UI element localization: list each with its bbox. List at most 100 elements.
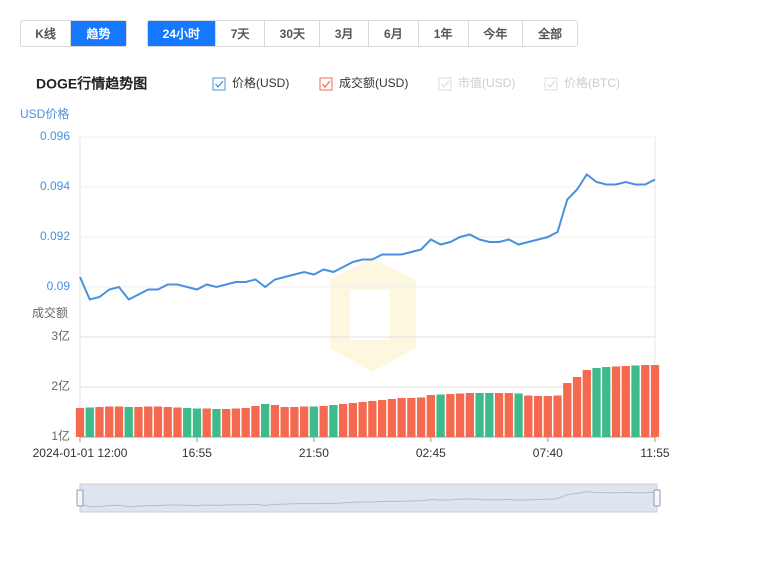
x-tick-label: 07:40	[533, 446, 563, 460]
price-line	[79, 173, 656, 301]
tab-button[interactable]: 今年	[469, 21, 524, 46]
volume-bar	[300, 406, 309, 437]
volume-bar	[290, 407, 299, 437]
volume-bar	[572, 377, 582, 437]
legend-check	[441, 80, 450, 89]
y-tick-label: 0.094	[40, 179, 70, 193]
tab-button[interactable]: 30天	[265, 21, 321, 46]
volume-bar	[85, 407, 94, 437]
range-tabs: 24小时 7天 30天 3月 6月 1年 今年 全部	[147, 20, 578, 47]
legend-checkbox[interactable]	[438, 77, 452, 91]
watermark	[330, 258, 416, 372]
volume-bar	[543, 396, 552, 437]
volume-bar	[446, 394, 455, 437]
volume-bar	[309, 406, 319, 437]
volume-bar	[114, 406, 124, 437]
volume-bar	[319, 406, 328, 437]
volume-bar	[407, 398, 416, 437]
volume-bar	[241, 408, 250, 437]
volume-bar	[426, 395, 435, 437]
tab-button[interactable]: 7天	[216, 21, 266, 46]
volume-bar	[524, 395, 533, 437]
volume-bar	[153, 406, 163, 437]
navigator-handle[interactable]	[653, 489, 661, 507]
volume-bar	[455, 393, 465, 437]
volume-bar	[387, 399, 397, 437]
volume-bar	[553, 395, 562, 437]
legend-checkbox[interactable]	[319, 77, 333, 91]
tab-button[interactable]: 1年	[419, 21, 469, 46]
tab-button[interactable]: K线	[21, 21, 72, 46]
volume-bar	[348, 403, 358, 437]
volume-bar	[650, 365, 660, 437]
volume-bar	[465, 393, 474, 437]
volume-bar	[173, 407, 182, 437]
legend-checkbox[interactable]	[212, 77, 226, 91]
volume-bar	[631, 365, 640, 437]
x-tick-label: 21:50	[299, 446, 329, 460]
volume-bar	[270, 405, 280, 437]
volume-bar	[494, 393, 504, 437]
y2-tick-label: 1亿	[51, 428, 70, 443]
volume-bar	[582, 370, 591, 437]
tab-button[interactable]: 6月	[369, 21, 419, 46]
volume-bar	[485, 393, 494, 437]
view-tabs: K线 趋势	[20, 20, 127, 47]
tab-button[interactable]: 趋势	[71, 21, 126, 46]
volume-bar	[124, 407, 133, 437]
legend-check	[322, 80, 331, 89]
volume-bar	[163, 407, 172, 437]
y-axis-title: USD价格	[20, 106, 69, 121]
volume-bar	[134, 407, 143, 437]
volume-bar	[377, 400, 387, 437]
volume-bar	[231, 408, 241, 437]
volume-bar	[397, 398, 406, 437]
legend-check	[547, 80, 556, 89]
tab-button[interactable]: 24小时	[148, 21, 216, 46]
x-tick-label: 11:55	[640, 446, 669, 460]
volume-bar	[338, 404, 348, 437]
volume-bar	[251, 406, 260, 437]
x-tick-label: 2024-01-01 12:00	[33, 446, 128, 460]
volume-bar	[95, 407, 104, 437]
y2-axis-title: 成交额	[32, 305, 68, 320]
volume-bar	[641, 365, 650, 437]
volume-bar	[105, 406, 114, 437]
legend-label: 市值(USD)	[458, 75, 515, 90]
navigator-handle[interactable]	[76, 489, 84, 507]
y2-tick-label: 2亿	[51, 378, 70, 393]
legend-label: 成交额(USD)	[339, 75, 408, 90]
tab-button[interactable]: 全部	[538, 27, 563, 41]
volume-bar	[183, 408, 192, 437]
volume-bar	[611, 366, 621, 437]
volume-bar	[436, 394, 445, 437]
tab-button[interactable]: 3月	[320, 21, 369, 46]
volume-bar	[75, 408, 85, 437]
volume-bar	[475, 393, 484, 437]
volume-bar	[329, 405, 338, 437]
chart-title: DOGE行情趋势图	[36, 76, 147, 92]
legend-check	[215, 80, 224, 89]
legend-checkbox[interactable]	[544, 77, 558, 91]
volume-bar	[192, 408, 202, 437]
volume-bar	[621, 366, 630, 437]
volume-bar	[504, 393, 513, 437]
legend-label: 价格(BTC)	[564, 75, 620, 90]
y2-tick-label: 3亿	[51, 328, 70, 343]
navigator[interactable]	[79, 483, 658, 513]
volume-bar	[602, 367, 611, 437]
volume-bar	[514, 393, 523, 437]
volume-bar	[592, 368, 601, 437]
volume-bar	[261, 404, 270, 437]
x-tick-label: 16:55	[182, 446, 212, 460]
volume-bar	[222, 409, 231, 437]
volume-bar	[212, 409, 221, 437]
volume-bar	[533, 396, 543, 437]
volume-bar	[144, 406, 153, 437]
navigator-line	[79, 491, 656, 508]
volume-bar	[280, 407, 289, 437]
x-tick-label: 02:45	[416, 446, 446, 460]
volume-bar	[368, 401, 377, 437]
volume-bar	[202, 408, 211, 437]
